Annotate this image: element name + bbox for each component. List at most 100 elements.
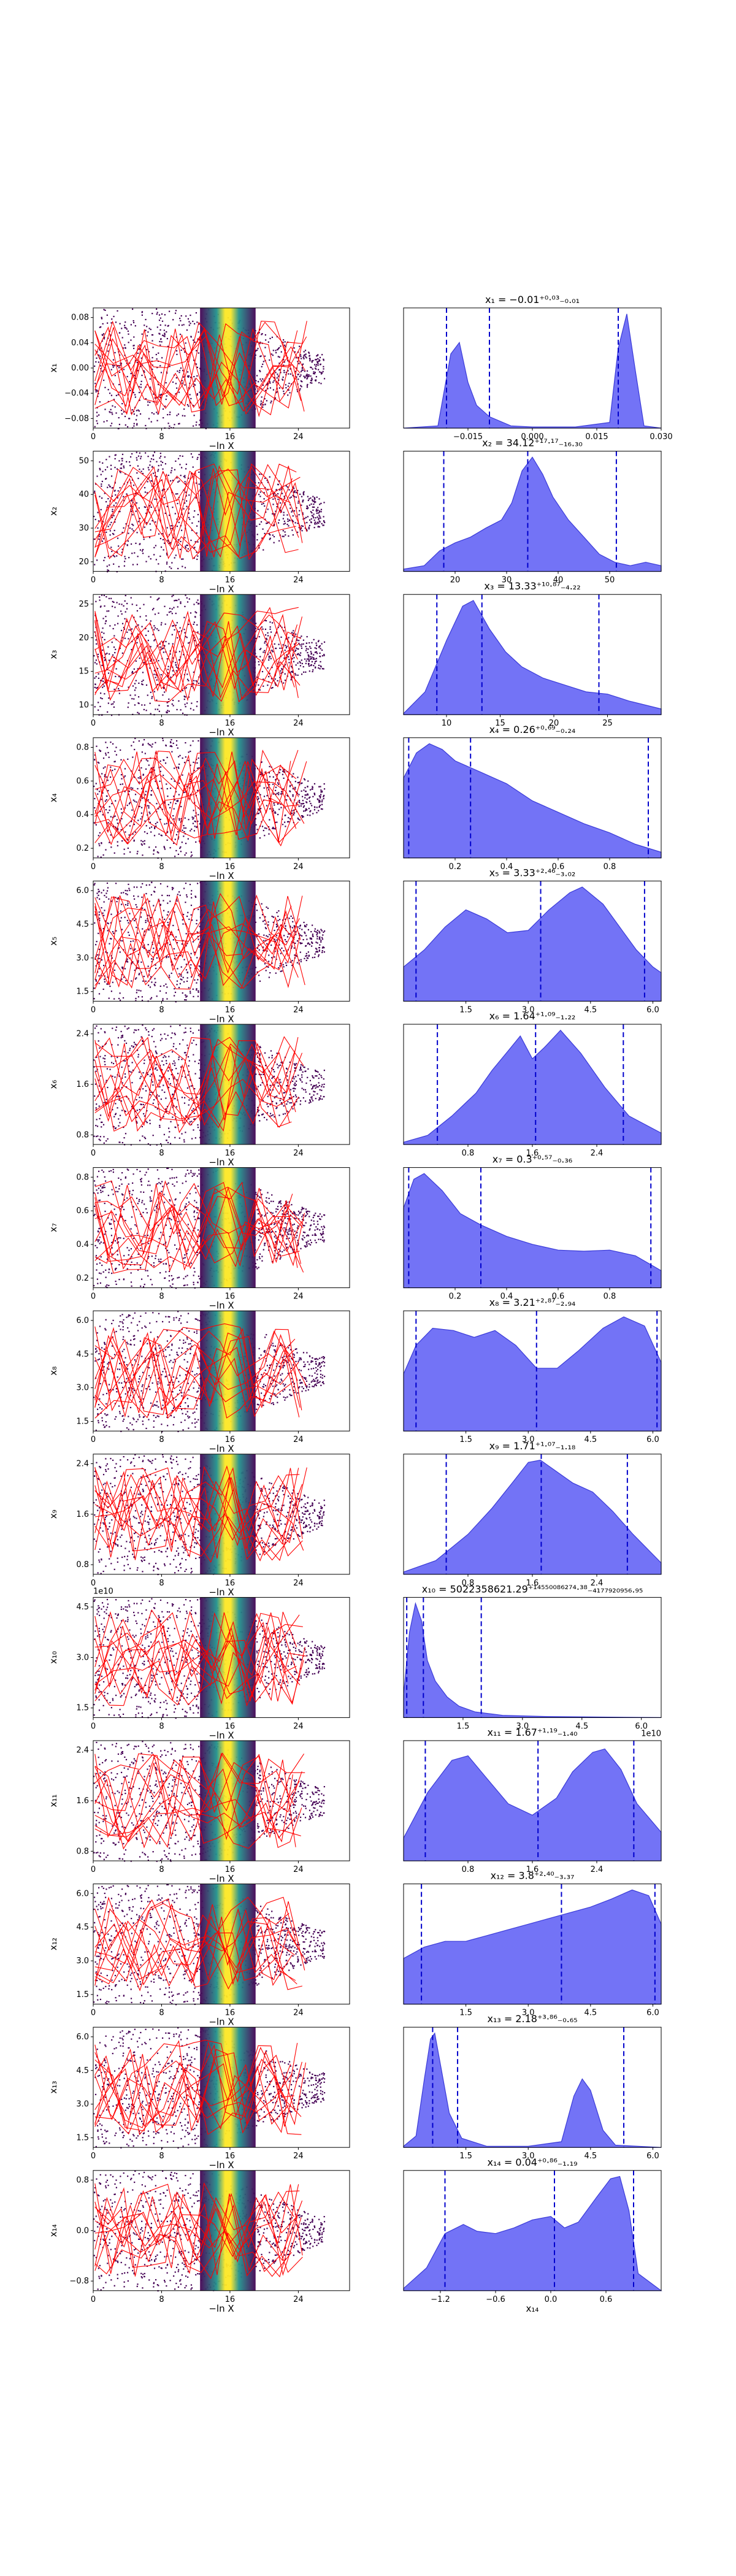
marginal-frame (403, 880, 662, 1002)
marginal-xtick-label: 6.0 (646, 2152, 659, 2161)
marginal-xtick-label: 3.0 (516, 1722, 529, 1731)
trace-line (94, 2187, 303, 2277)
trace-xtick-label: 24 (293, 1005, 304, 1014)
marginal-xtick-label: 0.015 (585, 432, 608, 442)
trace-frame (93, 1167, 350, 1289)
trace-frame (93, 1310, 350, 1432)
marginal-frame (403, 1884, 662, 2005)
trace-plot: 25 20 15 100 8 16 24 x₃ −ln X (48, 594, 350, 738)
marginal-xtick-label: 25 (602, 719, 613, 728)
trace-xtick-label: 8 (159, 1722, 164, 1731)
trace-line (94, 330, 302, 416)
trace-xtick-label: 24 (293, 1865, 304, 1874)
kde-area (403, 600, 662, 715)
trace-ytick-label: 0.04 (71, 339, 89, 348)
trace-ytick-label: 1.5 (76, 1990, 89, 1999)
trace-ytick-label: 6.0 (76, 2033, 89, 2042)
marginal-frame (403, 1597, 662, 1718)
trace-plot: 50 40 30 200 8 16 24 x₂ −ln X (48, 451, 350, 595)
trace-ylabel: x₃ (48, 650, 59, 659)
trace-line (94, 894, 300, 990)
trace-lines (94, 1323, 307, 1419)
trace-line (94, 463, 297, 559)
trace-ytick-label: 0.6 (76, 1206, 89, 1216)
marginal-xtick-label: 4.5 (584, 2152, 597, 2161)
marginal-plot: 1.5 3.0 4.5 6.0 x₁₃ = 2.18⁺³·⁸⁶₋₀.₆₅ (403, 2013, 662, 2161)
trace-ytick-label: 1.5 (76, 1417, 89, 1427)
marginal-xtick-label: 1.5 (459, 2152, 472, 2161)
trace-lines (94, 1180, 305, 1274)
trace-line (94, 1896, 305, 1981)
marginal-frame (403, 594, 662, 715)
trace-xtick-label: 8 (159, 2152, 164, 2161)
trace-line (94, 751, 305, 834)
trace-xlabel: −ln X (209, 2160, 234, 2171)
trace-density-band (200, 451, 256, 572)
trace-frame (93, 880, 350, 1002)
trace-xtick-label: 0 (91, 432, 96, 442)
trace-ytick-label: 50 (79, 456, 89, 466)
trace-frame (93, 737, 350, 859)
marginal-xtick-label: 1.5 (459, 1005, 472, 1014)
trace-line (94, 1904, 307, 1986)
trace-line (94, 1908, 297, 1988)
trace-ylabel: x₁ (48, 364, 59, 373)
marginal-xtick-label: 2.4 (591, 1149, 604, 1158)
row-12: 6.0 4.5 3.0 1.5 0 8 16 24 x₁₂ −ln X 1.5 3.0 4.5 6.0 x₁… (48, 1870, 662, 2028)
marginal-frame (403, 2026, 662, 2148)
trace-ytick-label: 3.0 (76, 1653, 89, 1662)
trace-line (94, 1471, 303, 1560)
trace-plot: 0.8 0.6 0.4 0.20 8 16 24 x₄ −ln X (48, 737, 350, 881)
trace-plot: 2.4 1.6 0.80 8 16 24 x₁₁ −ln X (48, 1740, 350, 1884)
trace-line (94, 1186, 298, 1270)
marginal-xtick-label: 4.5 (584, 1005, 597, 1014)
trace-line (94, 1475, 294, 1551)
marginal-xtick-label: 6.0 (646, 1005, 659, 1014)
trace-line (94, 1611, 297, 1701)
trace-line (94, 343, 305, 412)
marginal-plot: 0.8 1.6 2.4 x₆ = 1.64⁺¹·⁰⁹₋₁.₂₂ (403, 1010, 662, 1158)
trace-lines (94, 607, 303, 703)
trace-xtick-label: 0 (91, 1292, 96, 1301)
marginal-title: x₉ = 1.71⁺¹·⁰⁷₋₁.₁₈ (489, 1440, 576, 1452)
trace-xtick-label: 24 (293, 2009, 304, 2018)
marginal-xtick-label: 2.4 (591, 1579, 604, 1588)
trace-ytick-label: 1.6 (76, 1080, 89, 1089)
trace-xtick-label: 16 (225, 1865, 236, 1874)
trace-ytick-label: 0.8 (76, 743, 89, 752)
trace-line (94, 468, 299, 559)
trace-lines (94, 2182, 303, 2279)
trace-line (94, 761, 299, 846)
trace-line (94, 1757, 296, 1850)
marginal-xtick-label: 0.2 (449, 862, 462, 872)
marginal-xtick-label: 0.8 (604, 1292, 616, 1301)
trace-ytick-label: 1.6 (76, 1796, 89, 1806)
marginal-xtick-label: 0.000 (521, 432, 543, 442)
trace-line (94, 1323, 307, 1419)
trace-ytick-label: 25 (79, 600, 89, 609)
marginal-title: x₁₄ = 0.04⁺⁰·⁸⁶₋₁.₁₉ (487, 2156, 577, 2168)
trace-line (94, 1326, 302, 1412)
trace-plot: 6.0 4.5 3.0 1.50 8 16 24 x₁₃ −ln X (48, 2026, 350, 2171)
marginal-xtick-label: 1.5 (457, 1722, 470, 1731)
trace-line (94, 1333, 298, 1408)
marginal-xtick-label: 4.5 (575, 1722, 588, 1731)
marginal-xtick-label: 0.8 (462, 1579, 475, 1588)
marginal-title: x₇ = 0.3⁺⁰·⁵⁷₋₀.₃₆ (493, 1154, 572, 1165)
marginal-title: x₄ = 0.26⁺⁰·⁶⁹₋₀.₂₄ (489, 724, 576, 735)
trace-xtick-label: 8 (159, 862, 164, 872)
marginal-plot: 0.2 0.4 0.6 0.8 x₇ = 0.3⁺⁰·⁵⁷₋₀.₃₆ (403, 1154, 662, 1301)
trace-xtick-label: 24 (293, 1149, 304, 1158)
trace-line (94, 892, 299, 989)
trace-line (94, 2194, 302, 2276)
marginal-xtick-label: −0.015 (453, 432, 483, 442)
trace-line (94, 466, 299, 558)
marginal-xtick-label: 0.2 (449, 1292, 462, 1301)
trace-xtick-label: 16 (225, 1435, 236, 1444)
trace-line (94, 1192, 304, 1273)
trace-line (94, 2191, 294, 2267)
trace-xtick-label: 0 (91, 1149, 96, 1158)
